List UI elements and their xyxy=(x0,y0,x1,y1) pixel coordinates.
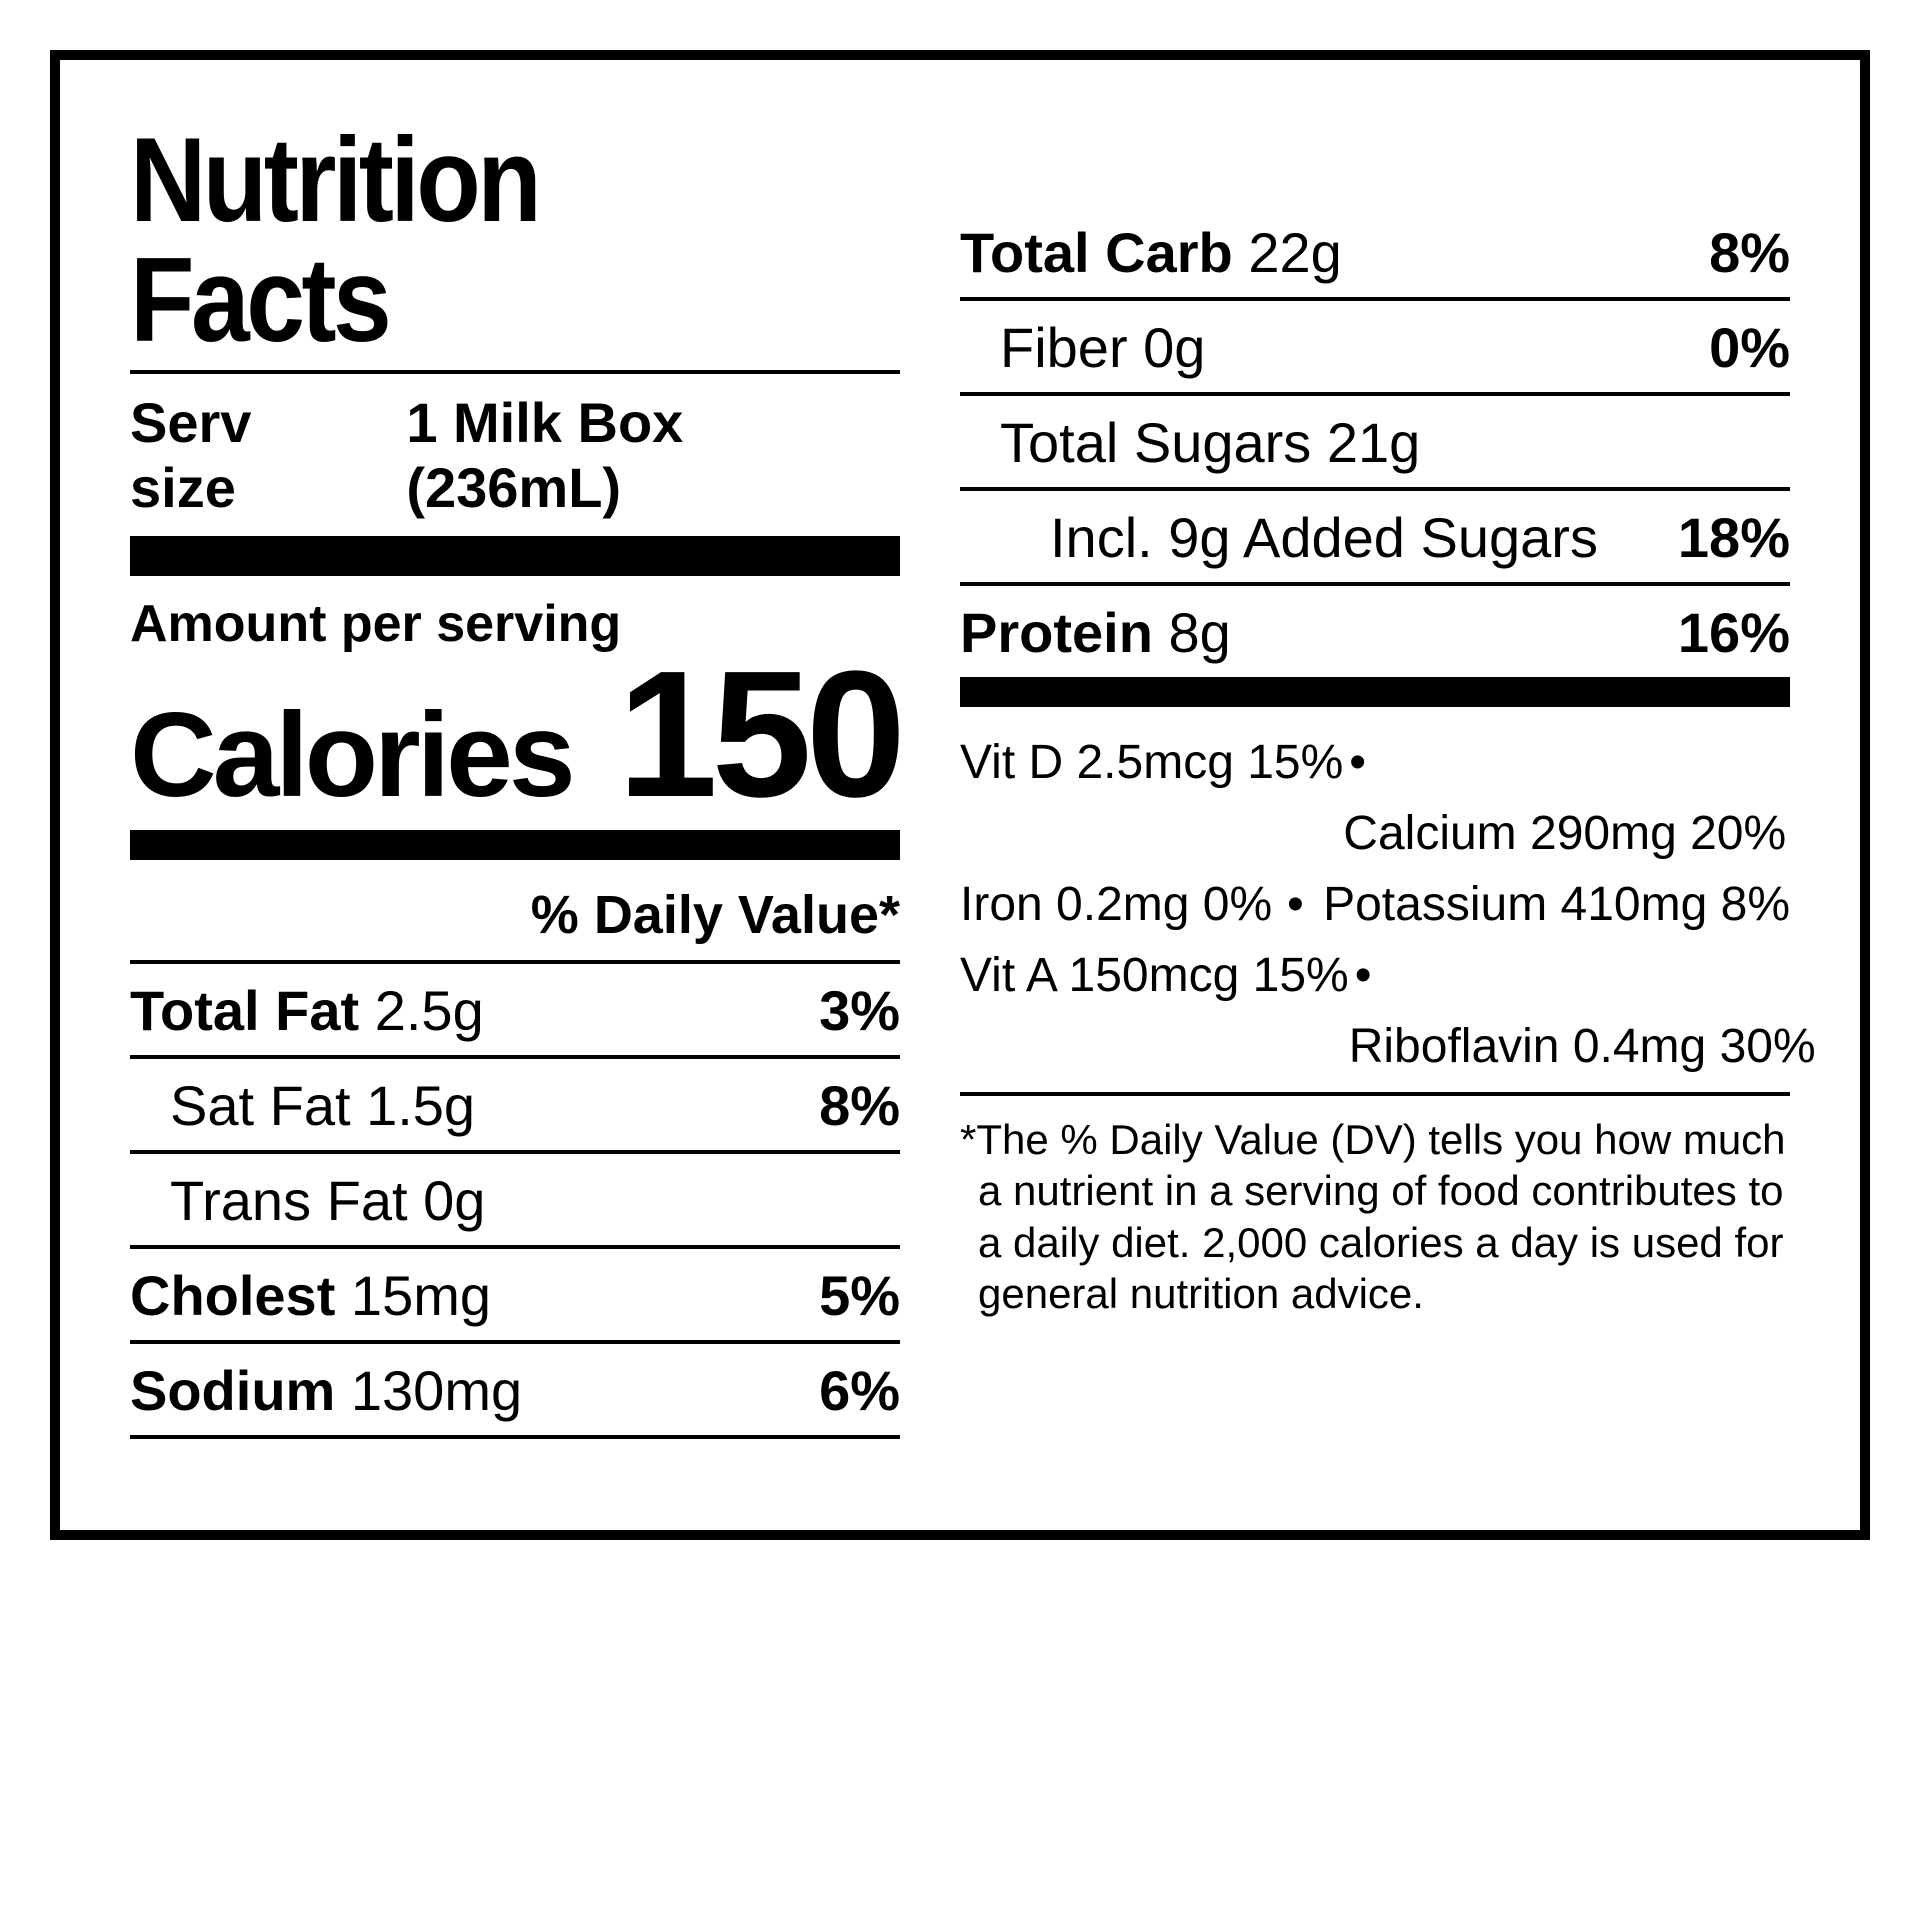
calories-value: 150 xyxy=(618,654,900,816)
nutrient-pct: 18% xyxy=(1678,505,1790,570)
nutrient-label: Total Carb 22g xyxy=(960,220,1342,285)
vitamins-block: Vit D 2.5mcg 15%• Calcium 290mg 20%Iron … xyxy=(960,707,1790,1082)
nutrient-row: Sodium 130mg 6% xyxy=(130,1340,900,1435)
nutrient-pct: 16% xyxy=(1678,600,1790,665)
nutrient-row: Cholest 15mg 5% xyxy=(130,1245,900,1340)
bullet-icon: • xyxy=(1343,736,1372,789)
daily-value-header: % Daily Value* xyxy=(130,860,900,960)
nutrient-label: Sodium 130mg xyxy=(130,1358,522,1423)
divider-bold xyxy=(130,536,900,576)
nutrient-row: Incl. 9g Added Sugars 18% xyxy=(960,487,1790,582)
vitamin-cell: Vit A 150mcg 15% xyxy=(960,940,1349,1082)
calories-line: Calories 150 xyxy=(130,654,900,830)
vitamin-row: Vit D 2.5mcg 15%• Calcium 290mg 20% xyxy=(960,727,1790,869)
vitamin-cell: Potassium 410mg 8% xyxy=(1323,878,1790,931)
nutrient-label: Total Sugars 21g xyxy=(960,410,1420,475)
nutrient-label: Sat Fat 1.5g xyxy=(130,1073,475,1138)
bullet-icon: • xyxy=(1281,878,1310,931)
panel-title: Nutrition Facts xyxy=(130,120,808,370)
left-rows: Total Fat 2.5g 3% Sat Fat 1.5g 8% Trans Fat … xyxy=(130,960,900,1435)
nutrient-label: Cholest 15mg xyxy=(130,1263,491,1328)
right-rows: Total Carb 22g 8% Fiber 0g 0% Total Sugars 2… xyxy=(960,120,1790,677)
nutrient-row: Total Sugars 21g xyxy=(960,392,1790,487)
nutrient-label: Protein 8g xyxy=(960,600,1231,665)
nutrient-pct: 5% xyxy=(819,1263,900,1328)
nutrient-row: Protein 8g 16% xyxy=(960,582,1790,677)
vitamin-cell: Vit D 2.5mcg 15% xyxy=(960,727,1343,869)
nutrient-pct: 8% xyxy=(1709,220,1790,285)
footnote: *The % Daily Value (DV) tells you how mu… xyxy=(960,1096,1790,1319)
nutrient-row: Sat Fat 1.5g 8% xyxy=(130,1055,900,1150)
nutrient-label: Trans Fat 0g xyxy=(130,1168,485,1233)
nutrient-pct: 0% xyxy=(1709,315,1790,380)
serving-size-line: Serv size 1 Milk Box (236mL) xyxy=(130,374,900,536)
nutrition-facts-panel: Nutrition Facts Serv size 1 Milk Box (23… xyxy=(50,50,1870,1540)
vitamin-cell: Calcium 290mg 20% xyxy=(1343,807,1786,860)
nutrient-row: Trans Fat 0g xyxy=(130,1150,900,1245)
divider-bold xyxy=(960,677,1790,707)
left-column: Nutrition Facts Serv size 1 Milk Box (23… xyxy=(130,120,900,1480)
vitamin-row: Vit A 150mcg 15%• Riboflavin 0.4mg 30% xyxy=(960,940,1790,1082)
vitamin-row: Iron 0.2mg 0%• Potassium 410mg 8% xyxy=(960,869,1790,940)
vitamin-cell: Iron 0.2mg 0% xyxy=(960,869,1272,940)
serving-label: Serv size xyxy=(130,390,366,520)
nutrient-row: Total Carb 22g 8% xyxy=(960,120,1790,297)
vitamin-cell: Riboflavin 0.4mg 30% xyxy=(1349,1020,1816,1073)
bullet-icon: • xyxy=(1349,949,1378,1002)
nutrient-label: Fiber 0g xyxy=(960,315,1205,380)
divider-bold xyxy=(130,830,900,860)
calories-label: Calories xyxy=(130,701,572,809)
nutrient-label: Total Fat 2.5g xyxy=(130,978,484,1043)
nutrient-pct: 8% xyxy=(819,1073,900,1138)
divider xyxy=(130,1435,900,1439)
nutrient-pct: 6% xyxy=(819,1358,900,1423)
serving-value: 1 Milk Box (236mL) xyxy=(406,390,900,520)
nutrient-label: Incl. 9g Added Sugars xyxy=(960,505,1598,570)
right-column: Total Carb 22g 8% Fiber 0g 0% Total Sugars 2… xyxy=(960,120,1790,1480)
nutrient-row: Fiber 0g 0% xyxy=(960,297,1790,392)
nutrient-pct: 3% xyxy=(819,978,900,1043)
divider xyxy=(960,1082,1790,1096)
nutrient-row: Total Fat 2.5g 3% xyxy=(130,960,900,1055)
